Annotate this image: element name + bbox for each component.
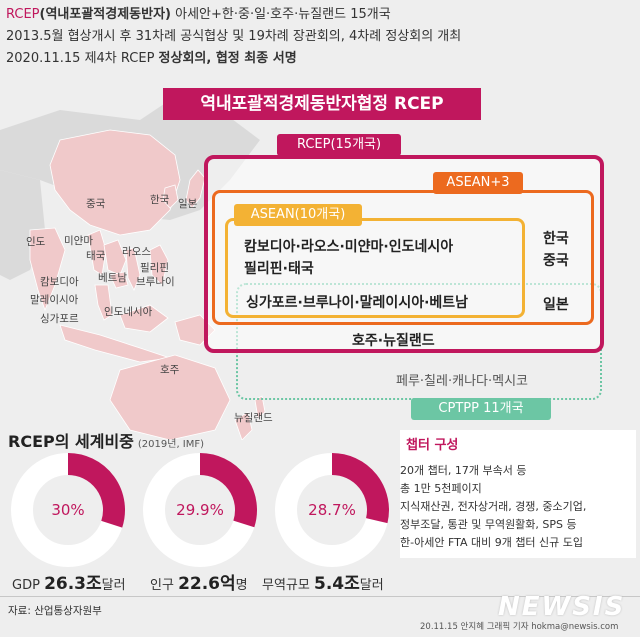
map-label-korea: 한국	[150, 194, 170, 206]
donut-population-chart	[143, 453, 257, 567]
donut-population: 29.9%	[142, 452, 258, 568]
map-label-cambodia: 캄보디아	[40, 276, 79, 288]
donut-trade-chart	[275, 453, 389, 567]
chapter-line-5: 한-아세안 FTA 대비 9개 챕터 신규 도입	[400, 536, 584, 549]
cptpp-tag: CPTPP 11개국	[411, 398, 551, 420]
rcep-tag: RCEP(15개국)	[277, 134, 401, 156]
source-note: 자료: 산업통상자원부	[8, 605, 102, 617]
header-text: RCEP(역내포괄적경제동반자) 아세안+한·중·일·호주·뉴질랜드 15개국 …	[6, 4, 461, 70]
chapter-line-3: 지식재산권, 전자상거래, 경쟁, 중소기업,	[400, 500, 587, 513]
header-rcep: RCEP	[6, 7, 40, 22]
stat-trade-unit: 달러	[359, 578, 384, 593]
chapter-line-1: 20개 챕터, 17개 부속서 등	[400, 464, 527, 477]
newsis-logo: NEWSIS	[498, 592, 626, 622]
asean-box	[225, 218, 525, 318]
world-share-heading: RCEP의 세계비중	[8, 432, 134, 451]
map-label-brunei: 브루나이	[136, 276, 175, 288]
footer-divider	[0, 596, 640, 597]
map-label-laos: 라오스	[122, 246, 151, 258]
plus3-japan: 일본	[543, 297, 569, 313]
header-members: 아세안+한·중·일·호주·뉴질랜드 15개국	[171, 7, 391, 22]
credit-line: 20.11.15 안지혜 그래픽 기자 hokma@newsis.com	[420, 622, 619, 632]
stat-trade-amount: 5.4조	[313, 574, 360, 594]
header-rcep-full: (역내포괄적경제동반자)	[39, 7, 171, 22]
header-line2: 2013.5월 협상개시 후 31차례 공식협상 및 19차례 장관회의, 4차…	[6, 29, 462, 44]
map-label-vietnam: 베트남	[98, 272, 127, 284]
asean-plus3-box	[212, 190, 594, 325]
donut-gdp-arc	[67, 453, 125, 528]
map-label-singapore: 싱가포르	[40, 313, 79, 325]
header-signing: 정상회의, 협정 최종 서명	[158, 51, 297, 66]
chapter-line-4: 정부조달, 통관 및 무역원활화, SPS 등	[400, 518, 577, 531]
asean-members-line3: 싱가포르·브루나이·말레이시아·베트남	[246, 295, 469, 311]
stat-population-unit: 명	[235, 578, 248, 593]
stat-population-amount: 22.6억	[178, 574, 236, 594]
stat-gdp-label: GDP	[12, 578, 45, 593]
donut-trade: 28.7%	[274, 452, 390, 568]
map-label-myanmar: 미얀마	[64, 235, 93, 247]
plus3-china: 중국	[543, 253, 569, 269]
map-label-india: 인도	[26, 236, 46, 248]
stat-trade: 무역규모 5.4조달러	[262, 569, 384, 594]
rcep-box	[204, 155, 604, 353]
chapter-composition-box: 챕터 구성 20개 챕터, 17개 부속서 등 총 1만 5천페이지 지식재산권…	[400, 430, 636, 558]
asean-members-line2: 필리핀·태국	[244, 261, 314, 277]
map-label-japan: 일본	[178, 198, 198, 210]
world-share-title: RCEP의 세계비중 (2019년, IMF)	[8, 428, 204, 452]
map-label-thailand: 태국	[86, 250, 106, 262]
stat-gdp-unit: 달러	[101, 578, 126, 593]
stat-gdp-amount: 26.3조	[44, 574, 102, 594]
asean-plus3-tag: ASEAN+3	[433, 172, 523, 194]
stat-gdp: GDP 26.3조달러	[12, 569, 126, 594]
stat-population: 인구 22.6억명	[150, 569, 248, 594]
donut-trade-arc	[331, 453, 389, 524]
map-label-newzealand: 뉴질랜드	[234, 412, 273, 424]
map-label-indonesia: 인도네시아	[104, 306, 153, 318]
donut-population-pct: 29.9%	[176, 501, 224, 519]
asia-pacific-map	[0, 100, 266, 440]
chapter-line-2: 총 1만 5천페이지	[400, 482, 482, 495]
donut-population-arc	[199, 453, 257, 528]
asean-tag: ASEAN(10개국)	[234, 204, 362, 226]
infographic-title: 역내포괄적경제동반자협정 RCEP	[163, 88, 481, 120]
plus3-korea: 한국	[543, 231, 569, 247]
header-date: 2020.11.15 제4차 RCEP	[6, 51, 159, 66]
cptpp-members: 페루·칠레·캐나다·멕시코	[396, 374, 528, 389]
donut-gdp-pct: 30%	[51, 501, 85, 519]
map-label-china: 중국	[86, 198, 106, 210]
world-share-source: (2019년, IMF)	[137, 439, 205, 450]
header-line3: 2020.11.15 제4차 RCEP 정상회의, 협정 최종 서명	[6, 48, 461, 70]
map-label-philippines: 필리핀	[140, 262, 169, 274]
donut-trade-pct: 28.7%	[308, 501, 356, 519]
chapter-title: 챕터 구성	[406, 438, 459, 453]
map-label-australia: 호주	[160, 364, 180, 376]
donut-gdp: 30%	[10, 452, 126, 568]
header-line1: RCEP(역내포괄적경제동반자) 아세안+한·중·일·호주·뉴질랜드 15개국	[6, 4, 461, 26]
stat-population-label: 인구	[150, 578, 179, 593]
map-label-malaysia: 말레이시아	[30, 294, 79, 306]
donut-gdp-chart	[11, 453, 125, 567]
rcep-extra-members: 호주·뉴질랜드	[352, 333, 435, 349]
stat-trade-label: 무역규모	[262, 578, 314, 593]
asean-members-line1: 캄보디아·라오스·미얀마·인도네시아	[244, 239, 454, 255]
